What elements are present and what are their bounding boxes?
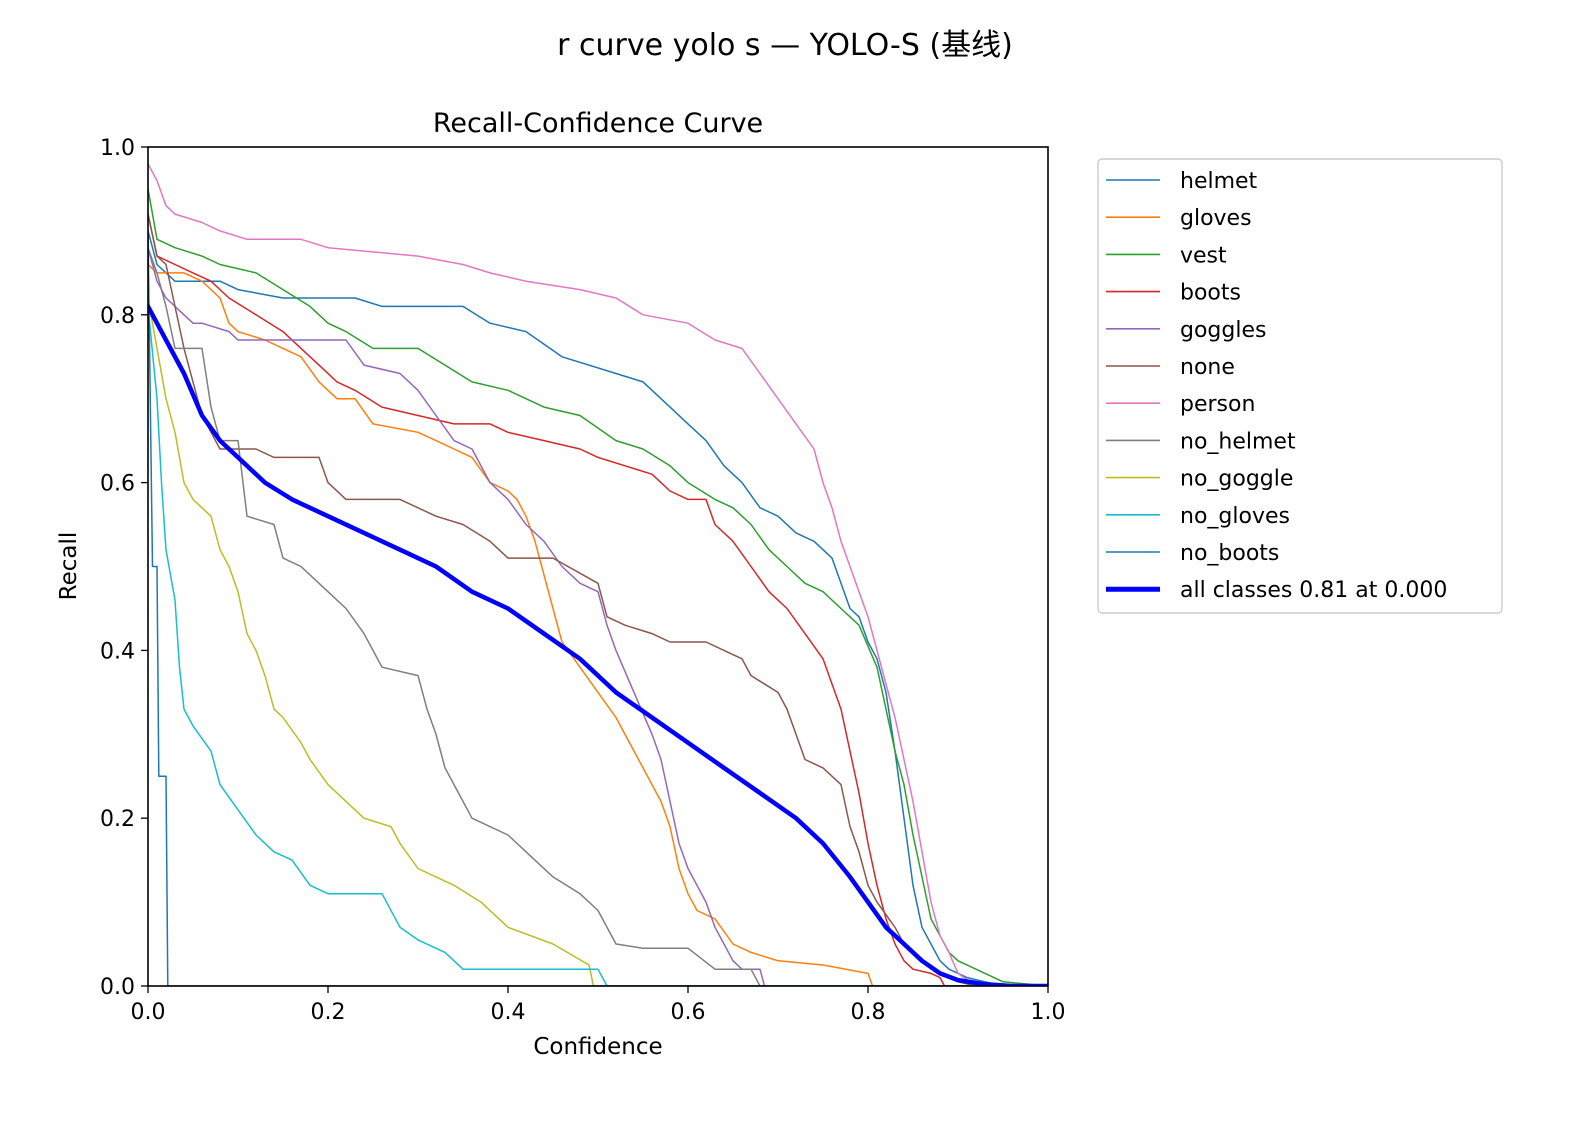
legend-label: none xyxy=(1180,355,1235,380)
y-tick-label: 1.0 xyxy=(100,136,135,161)
y-tick-label: 0.6 xyxy=(100,472,135,497)
series-line-no-goggle xyxy=(148,297,1048,986)
series-line-all xyxy=(148,304,1048,986)
y-tick-label: 0.2 xyxy=(100,807,135,832)
legend-label: no_helmet xyxy=(1180,429,1296,454)
legend-label: person xyxy=(1180,392,1255,417)
series-line-goggles xyxy=(148,246,1048,986)
series-line-vest xyxy=(148,188,1048,986)
x-axis-label: Confidence xyxy=(533,1034,662,1060)
y-tick-label: 0.4 xyxy=(100,639,135,664)
figure-title: r curve yolo s — YOLO-S (基线) xyxy=(557,28,1013,63)
legend: helmet gloves vest boots goggles none person no… xyxy=(1097,158,1503,614)
series-line-no-helmet xyxy=(148,246,1048,986)
legend-label: gloves xyxy=(1180,206,1252,231)
y-tick-label: 0.0 xyxy=(100,975,135,1000)
legend-label: helmet xyxy=(1180,169,1258,194)
plot-frame xyxy=(147,146,1049,987)
legend-label: boots xyxy=(1180,281,1241,306)
series-line-helmet xyxy=(148,230,1048,986)
y-axis-label: Recall xyxy=(56,532,82,601)
chart-title: Recall-Confidence Curve xyxy=(433,108,763,139)
series-line-no-gloves xyxy=(148,305,1048,986)
series-line-no-boots xyxy=(148,230,1048,986)
x-tick-label: 1.0 xyxy=(1031,1000,1066,1025)
legend-label: no_boots xyxy=(1180,541,1279,566)
legend-label: all classes 0.81 at 0.000 xyxy=(1180,578,1447,603)
legend-label: vest xyxy=(1180,243,1227,268)
legend-label: goggles xyxy=(1180,318,1266,343)
x-tick-label: 0.6 xyxy=(671,1000,706,1025)
x-tick-label: 0.2 xyxy=(311,1000,346,1025)
y-tick-label: 0.8 xyxy=(100,304,135,329)
series-line-person xyxy=(148,163,1048,986)
axis-ticks: 0.0 0.2 0.4 0.6 0.8 1.0 0.0 0.2 0.4 0.6 0.8 1.0 xyxy=(100,136,1066,1025)
x-tick-label: 0.4 xyxy=(491,1000,526,1025)
x-tick-label: 0.0 xyxy=(131,1000,166,1025)
legend-box xyxy=(1097,158,1503,614)
legend-label: no_gloves xyxy=(1180,504,1290,529)
x-tick-label: 0.8 xyxy=(851,1000,886,1025)
legend-label: no_goggle xyxy=(1180,467,1293,492)
plot-lines xyxy=(148,163,1048,986)
